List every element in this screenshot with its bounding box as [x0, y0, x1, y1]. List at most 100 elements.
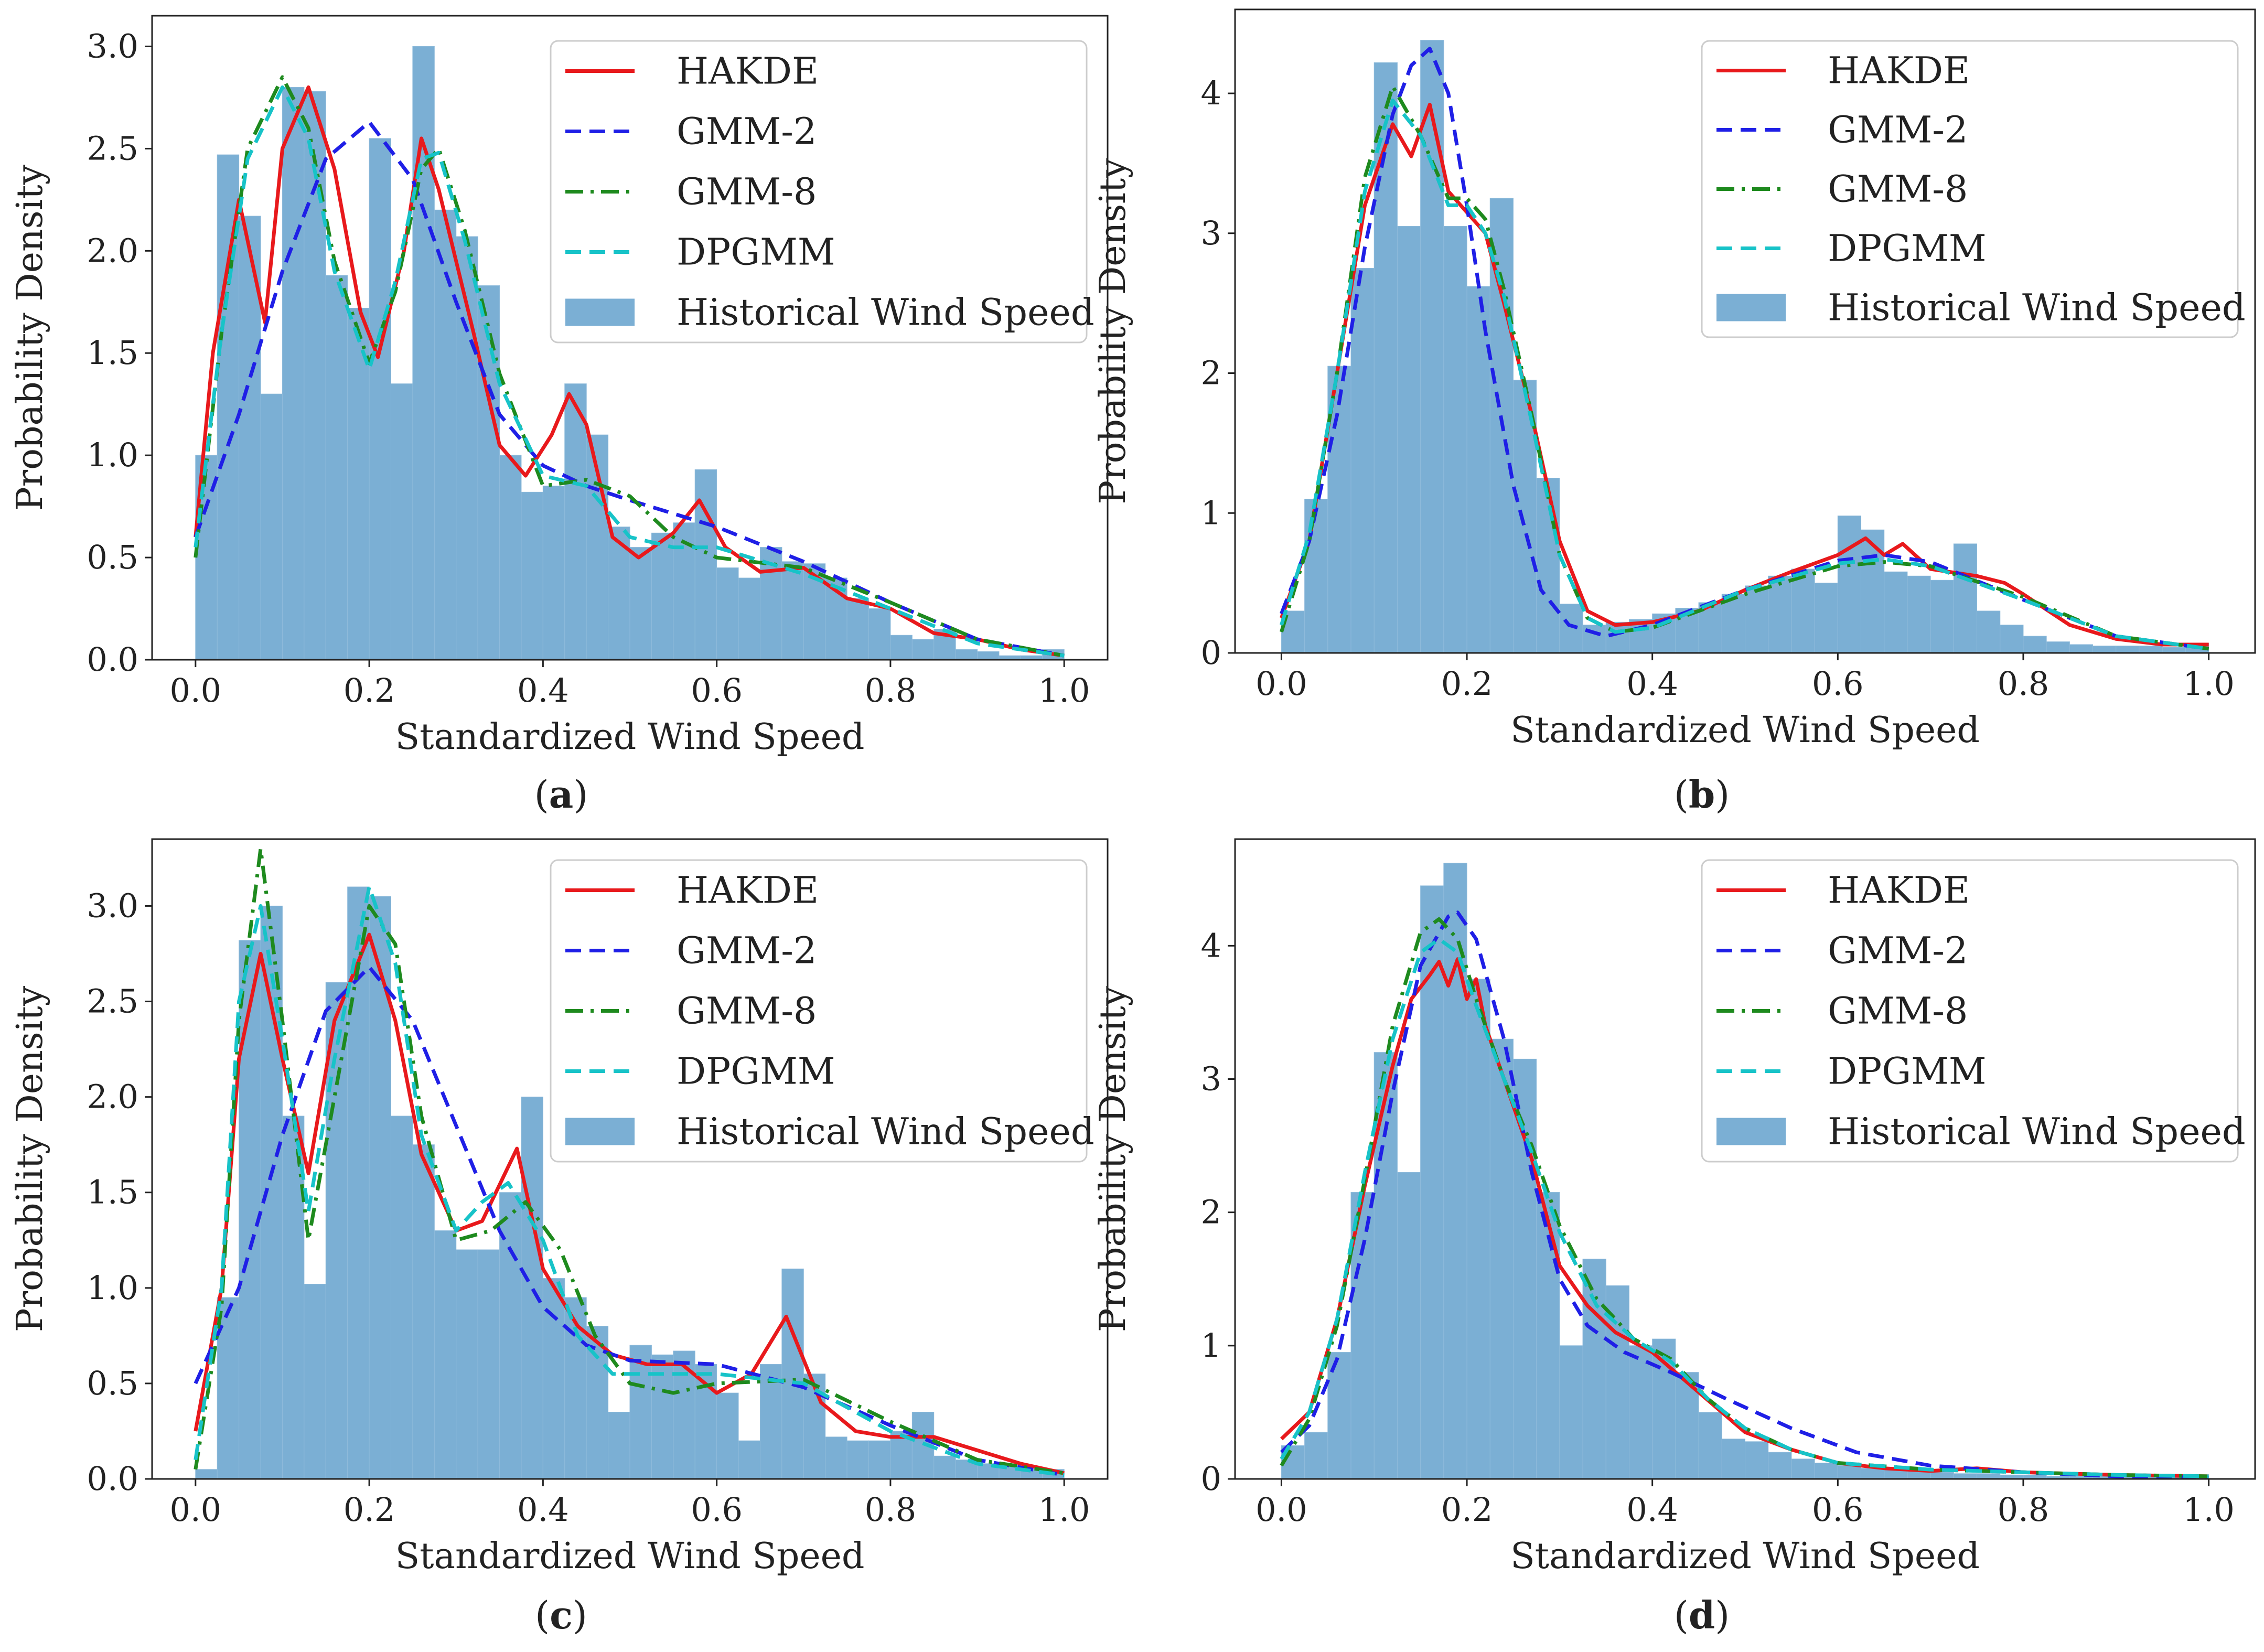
- histogram-bar: [846, 598, 870, 660]
- histogram-bar: [629, 1345, 652, 1479]
- x-tick-label: 0.4: [1626, 1490, 1678, 1529]
- y-tick-label: 4: [1201, 74, 1221, 112]
- legend: HAKDE GMM-2 GMM-8 DPGMM Historical Wind Spee…: [1701, 859, 2246, 1163]
- histogram-bar: [412, 1144, 435, 1479]
- y-tick-label: 3: [1201, 1060, 1221, 1098]
- y-tick-label: 0.5: [87, 1364, 138, 1402]
- histogram-bar: [1489, 1038, 1514, 1479]
- panel-a: 0.0 0.2 0.4 0.6 0.8 1.0 0.0 0.5 1.0 1.5 2.0 2.5 3.0 S…: [9, 15, 1109, 817]
- legend-label: DPGMM: [1828, 227, 1987, 270]
- series-line-dpgmm: [1280, 98, 2209, 651]
- x-tick-label: 0.4: [517, 1490, 569, 1529]
- histogram-bar: [1559, 604, 1583, 653]
- series-line-gmm-2: [194, 120, 1065, 658]
- density-curves: [194, 846, 1065, 1477]
- y-tick-label: 4: [1201, 926, 1221, 964]
- axes-frame: [151, 15, 1109, 661]
- histogram-bar: [195, 1469, 218, 1479]
- histogram-bar: [1512, 1058, 1537, 1479]
- histogram-bar: [1861, 529, 1885, 653]
- histogram-bar: [977, 651, 1000, 660]
- series-line-hakde: [1280, 102, 2209, 647]
- x-tick-label: 0.6: [691, 1490, 743, 1529]
- panel-d: 0.0 0.2 0.4 0.6 0.8 1.0 0 1 2 3 4 Standardized Wind…: [1092, 838, 2256, 1637]
- x-tick-label: 1.0: [2183, 1490, 2235, 1529]
- y-tick-label: 0.5: [87, 538, 138, 576]
- density-curves: [194, 75, 1065, 658]
- y-axis-label: Probability Density: [1092, 158, 1134, 505]
- histogram-bar: [846, 1440, 870, 1479]
- histogram-bar: [651, 532, 674, 660]
- histogram-bar: [716, 1392, 739, 1479]
- y-tick-label: 0: [1201, 634, 1221, 672]
- histogram-bar: [521, 1097, 543, 1479]
- y-tick-label: 0.0: [87, 1460, 138, 1498]
- x-tick-label: 0.2: [1441, 1490, 1493, 1529]
- legend-label: GMM-8: [677, 990, 817, 1033]
- histogram-bar: [694, 469, 717, 660]
- legend-label: HAKDE: [1828, 49, 1970, 92]
- histogram-bar: [2046, 641, 2070, 653]
- histogram-bar: [2023, 636, 2047, 653]
- histogram-bar: [325, 275, 348, 660]
- histogram-bar: [1628, 1345, 1653, 1479]
- histogram-bar: [499, 455, 522, 660]
- axes-frame: [1234, 8, 2256, 654]
- histogram-bar: [629, 547, 652, 660]
- histogram-bar: [1884, 571, 1908, 653]
- histogram-bar: [1443, 226, 1467, 653]
- y-tick-label: 2.0: [87, 1078, 138, 1116]
- histogram-bar: [1930, 580, 1954, 653]
- x-axis-label: Standardized Wind Speed: [395, 716, 865, 758]
- histogram-bar: [1397, 1172, 1421, 1479]
- panel-label: (c): [535, 1593, 587, 1637]
- y-tick-label: 0.0: [87, 640, 138, 679]
- histogram-bar: [391, 1115, 413, 1479]
- histogram-bar: [1977, 1473, 2001, 1479]
- legend-label: GMM-8: [1828, 168, 1968, 211]
- density-curves: [1280, 47, 2209, 651]
- histogram-bar: [347, 307, 370, 660]
- histogram-bar: [1466, 979, 1490, 1479]
- histogram-bar: [934, 1455, 956, 1479]
- histogram-bar: [1953, 543, 1978, 653]
- legend-box: [1701, 859, 2239, 1163]
- x-tick-label: 0.6: [691, 671, 743, 710]
- histogram-bar: [1837, 516, 1862, 653]
- x-axis-label: Standardized Wind Speed: [1510, 1536, 1980, 1577]
- histogram-bar: [2000, 625, 2024, 653]
- legend-label: Historical Wind Speed: [677, 291, 1095, 334]
- histogram-bar: [1721, 1439, 1745, 1479]
- histogram-bar: [1582, 1259, 1606, 1479]
- y-tick-label: 1.5: [87, 334, 138, 372]
- histogram-bar: [911, 639, 935, 660]
- histogram-bar: [1745, 1441, 1769, 1479]
- histogram-bar: [1698, 1412, 1722, 1479]
- histogram-bar: [781, 1268, 804, 1479]
- histogram-bar: [1814, 583, 1838, 653]
- legend-label: HAKDE: [1828, 869, 1970, 912]
- y-tick-label: 0: [1201, 1460, 1221, 1498]
- legend-swatch: [1716, 294, 1786, 321]
- histogram-bar: [1791, 568, 1815, 653]
- series-line-hakde: [194, 85, 1065, 658]
- x-tick-label: 0.8: [1998, 664, 2050, 703]
- histogram-bar: [369, 896, 391, 1479]
- legend-label: GMM-8: [1828, 990, 1968, 1033]
- y-tick-label: 2: [1201, 354, 1221, 392]
- legend-label: Historical Wind Speed: [677, 1110, 1095, 1153]
- histogram-bar: [1374, 62, 1398, 653]
- x-tick-label: 0.0: [170, 1490, 222, 1529]
- x-tick-label: 0.2: [344, 1490, 395, 1529]
- y-tick-label: 3: [1201, 214, 1221, 252]
- histogram-bar: [1953, 1473, 1978, 1479]
- axes-frame: [151, 838, 1109, 1480]
- legend-box: [550, 859, 1088, 1163]
- histogram-bar: [456, 1249, 478, 1479]
- axes-frame: [1234, 838, 2256, 1480]
- panel-c: 0.0 0.2 0.4 0.6 0.8 1.0 0.0 0.5 1.0 1.5 2.0 2.5 3.0 S…: [9, 838, 1109, 1637]
- y-axis-label: Probability Density: [9, 164, 51, 511]
- x-axis-label: Standardized Wind Speed: [1510, 710, 1980, 751]
- histogram-bar: [564, 383, 587, 660]
